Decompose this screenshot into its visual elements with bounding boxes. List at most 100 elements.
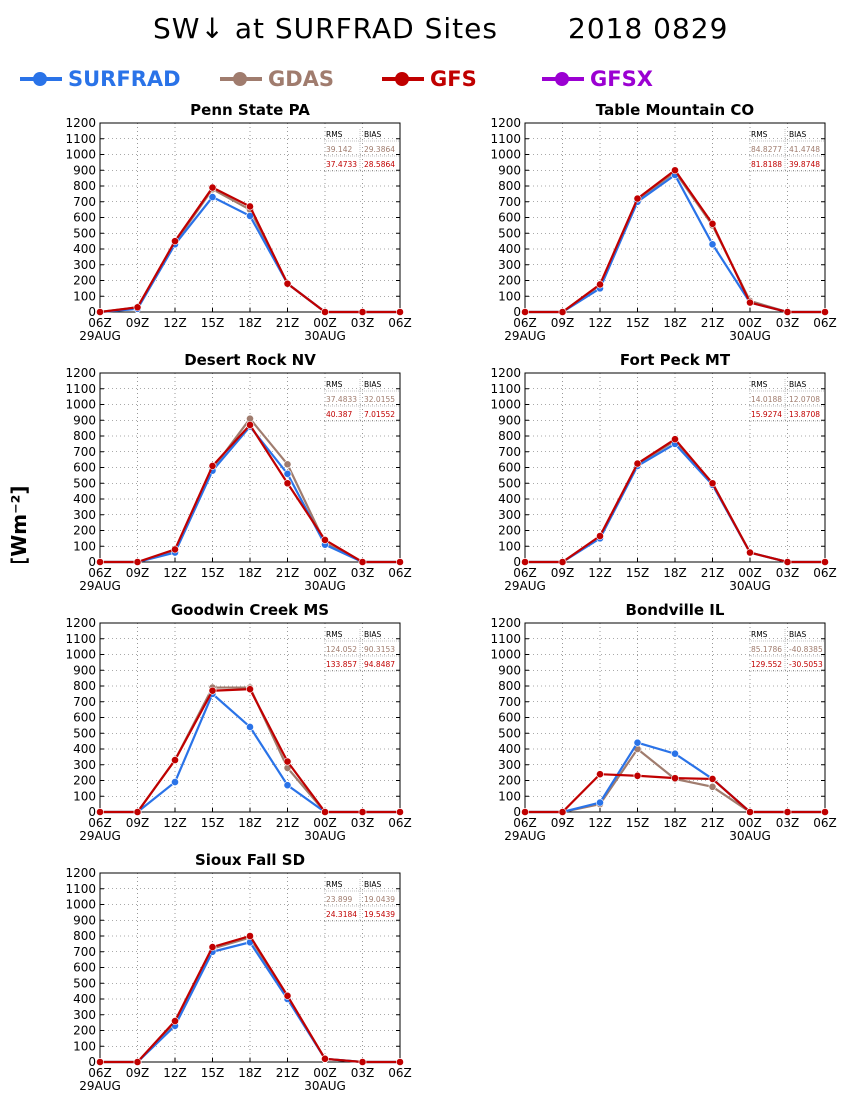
stats-header-rms: RMS [751,380,768,389]
y-tick-label: 1000 [490,148,521,162]
data-point-gfs [821,308,829,316]
y-tick-label: 400 [498,742,521,756]
y-tick-label: 1200 [490,616,521,630]
series-line-gdas [525,170,825,314]
date-label: 30AUG [304,329,346,343]
stats-rms-value: 37.4833 [326,395,357,404]
y-tick-label: 800 [73,679,96,693]
x-tick-label: 09Z [126,316,150,330]
x-tick-label: 21Z [701,816,725,830]
x-tick-label: 09Z [126,1066,150,1080]
data-point-gfs [746,808,754,816]
stats-header-bias: BIAS [364,380,381,389]
stats-bias-value: 28.5864 [364,160,395,169]
x-tick-label: 06Z [88,816,112,830]
y-tick-label: 900 [73,913,96,927]
stats-header-bias: BIAS [364,130,381,139]
y-tick-label: 1100 [65,882,96,896]
data-point-gfs [133,808,142,816]
y-tick-label: 1200 [65,366,96,380]
legend-item-gfs: GFS [380,66,500,96]
x-tick-label: 06Z [88,1066,112,1080]
main-title-date: 2018 0829 [568,12,729,45]
series-line-gdas [100,416,400,564]
y-tick-label: 400 [498,492,521,506]
data-point-gfs [246,421,254,429]
date-label: 30AUG [304,829,346,843]
data-point-gfs [171,237,179,246]
x-tick-label: 12Z [588,316,612,330]
chart-title: Goodwin Creek MS [171,601,329,619]
y-tick-label: 300 [498,258,521,272]
x-tick-label: 12Z [163,316,187,330]
stats-rms-value: 40.387 [326,410,352,419]
data-point-gfs [596,770,604,779]
y-tick-label: 1000 [490,648,521,662]
stats-bias-value: 32.0155 [364,395,395,404]
y-tick-label: 500 [73,476,96,490]
y-tick-label: 1200 [65,116,96,130]
x-tick-label: 00Z [313,316,337,330]
y-tick-label: 500 [498,476,521,490]
legend-item-gdas: GDAS [218,66,358,96]
stats-bias-value: 7.01552 [364,410,395,419]
x-tick-label: 15Z [201,1066,225,1080]
y-tick-label: 900 [498,413,521,427]
legend-label: GFSX [590,67,653,91]
legend-item-surfrad: SURFRAD [18,66,188,96]
y-tick-label: 600 [498,711,521,725]
y-tick-label: 100 [73,289,96,303]
chart-panel: Desert Rock NV01002003004005006007008009… [65,351,411,593]
stats-rms-value: 37.4733 [326,160,357,169]
stats-rms-value: 124.052 [326,645,357,654]
y-tick-label: 400 [73,242,96,256]
x-tick-label: 18Z [238,1066,262,1080]
y-tick-label: 700 [73,445,96,459]
data-point-gfs [708,219,717,228]
stats-rms-value: 24.3184 [326,910,357,919]
series-line-gdas [100,686,400,814]
y-tick-label: 1100 [490,382,521,396]
y-tick-label: 700 [498,445,521,459]
data-point-gfs [96,558,104,566]
y-tick-label: 1000 [65,148,96,162]
data-point-gfs [633,459,642,468]
y-tick-label: 100 [498,789,521,803]
stats-bias-value: 19.5439 [364,910,395,919]
x-tick-label: 03Z [351,1066,375,1080]
y-tick-label: 300 [73,258,96,272]
y-tick-label: 100 [498,289,521,303]
data-point-gdas [708,782,717,791]
x-tick-label: 21Z [701,316,725,330]
x-tick-label: 12Z [588,816,612,830]
data-point-gfs [96,308,104,316]
data-point-gfs [558,308,567,316]
x-tick-label: 09Z [126,566,150,580]
date-label: 30AUG [729,829,771,843]
legend-label: SURFRAD [68,67,181,91]
data-point-gfs [671,435,679,444]
data-point-surfrad [283,469,292,478]
data-point-gfs [521,808,529,816]
y-tick-label: 0 [513,305,521,319]
data-point-gfs [283,757,292,766]
stats-header-bias: BIAS [364,630,381,639]
chart-panel: Fort Peck MT0100200300400500600700800900… [490,351,836,593]
x-tick-label: 06Z [388,816,412,830]
y-tick-label: 900 [73,413,96,427]
y-tick-label: 0 [88,555,96,569]
data-point-gfs [596,532,604,540]
y-tick-label: 800 [498,679,521,693]
data-point-gfs [396,808,404,816]
x-tick-label: 18Z [238,566,262,580]
y-tick-label: 400 [73,992,96,1006]
y-tick-label: 1100 [65,382,96,396]
data-point-gfs [596,280,604,289]
y-tick-label: 500 [73,726,96,740]
x-tick-label: 06Z [813,316,837,330]
data-point-gfs [633,194,642,203]
data-point-gfs [821,808,829,816]
x-tick-label: 09Z [551,316,575,330]
stats-header-rms: RMS [326,630,343,639]
y-tick-label: 1000 [490,398,521,412]
